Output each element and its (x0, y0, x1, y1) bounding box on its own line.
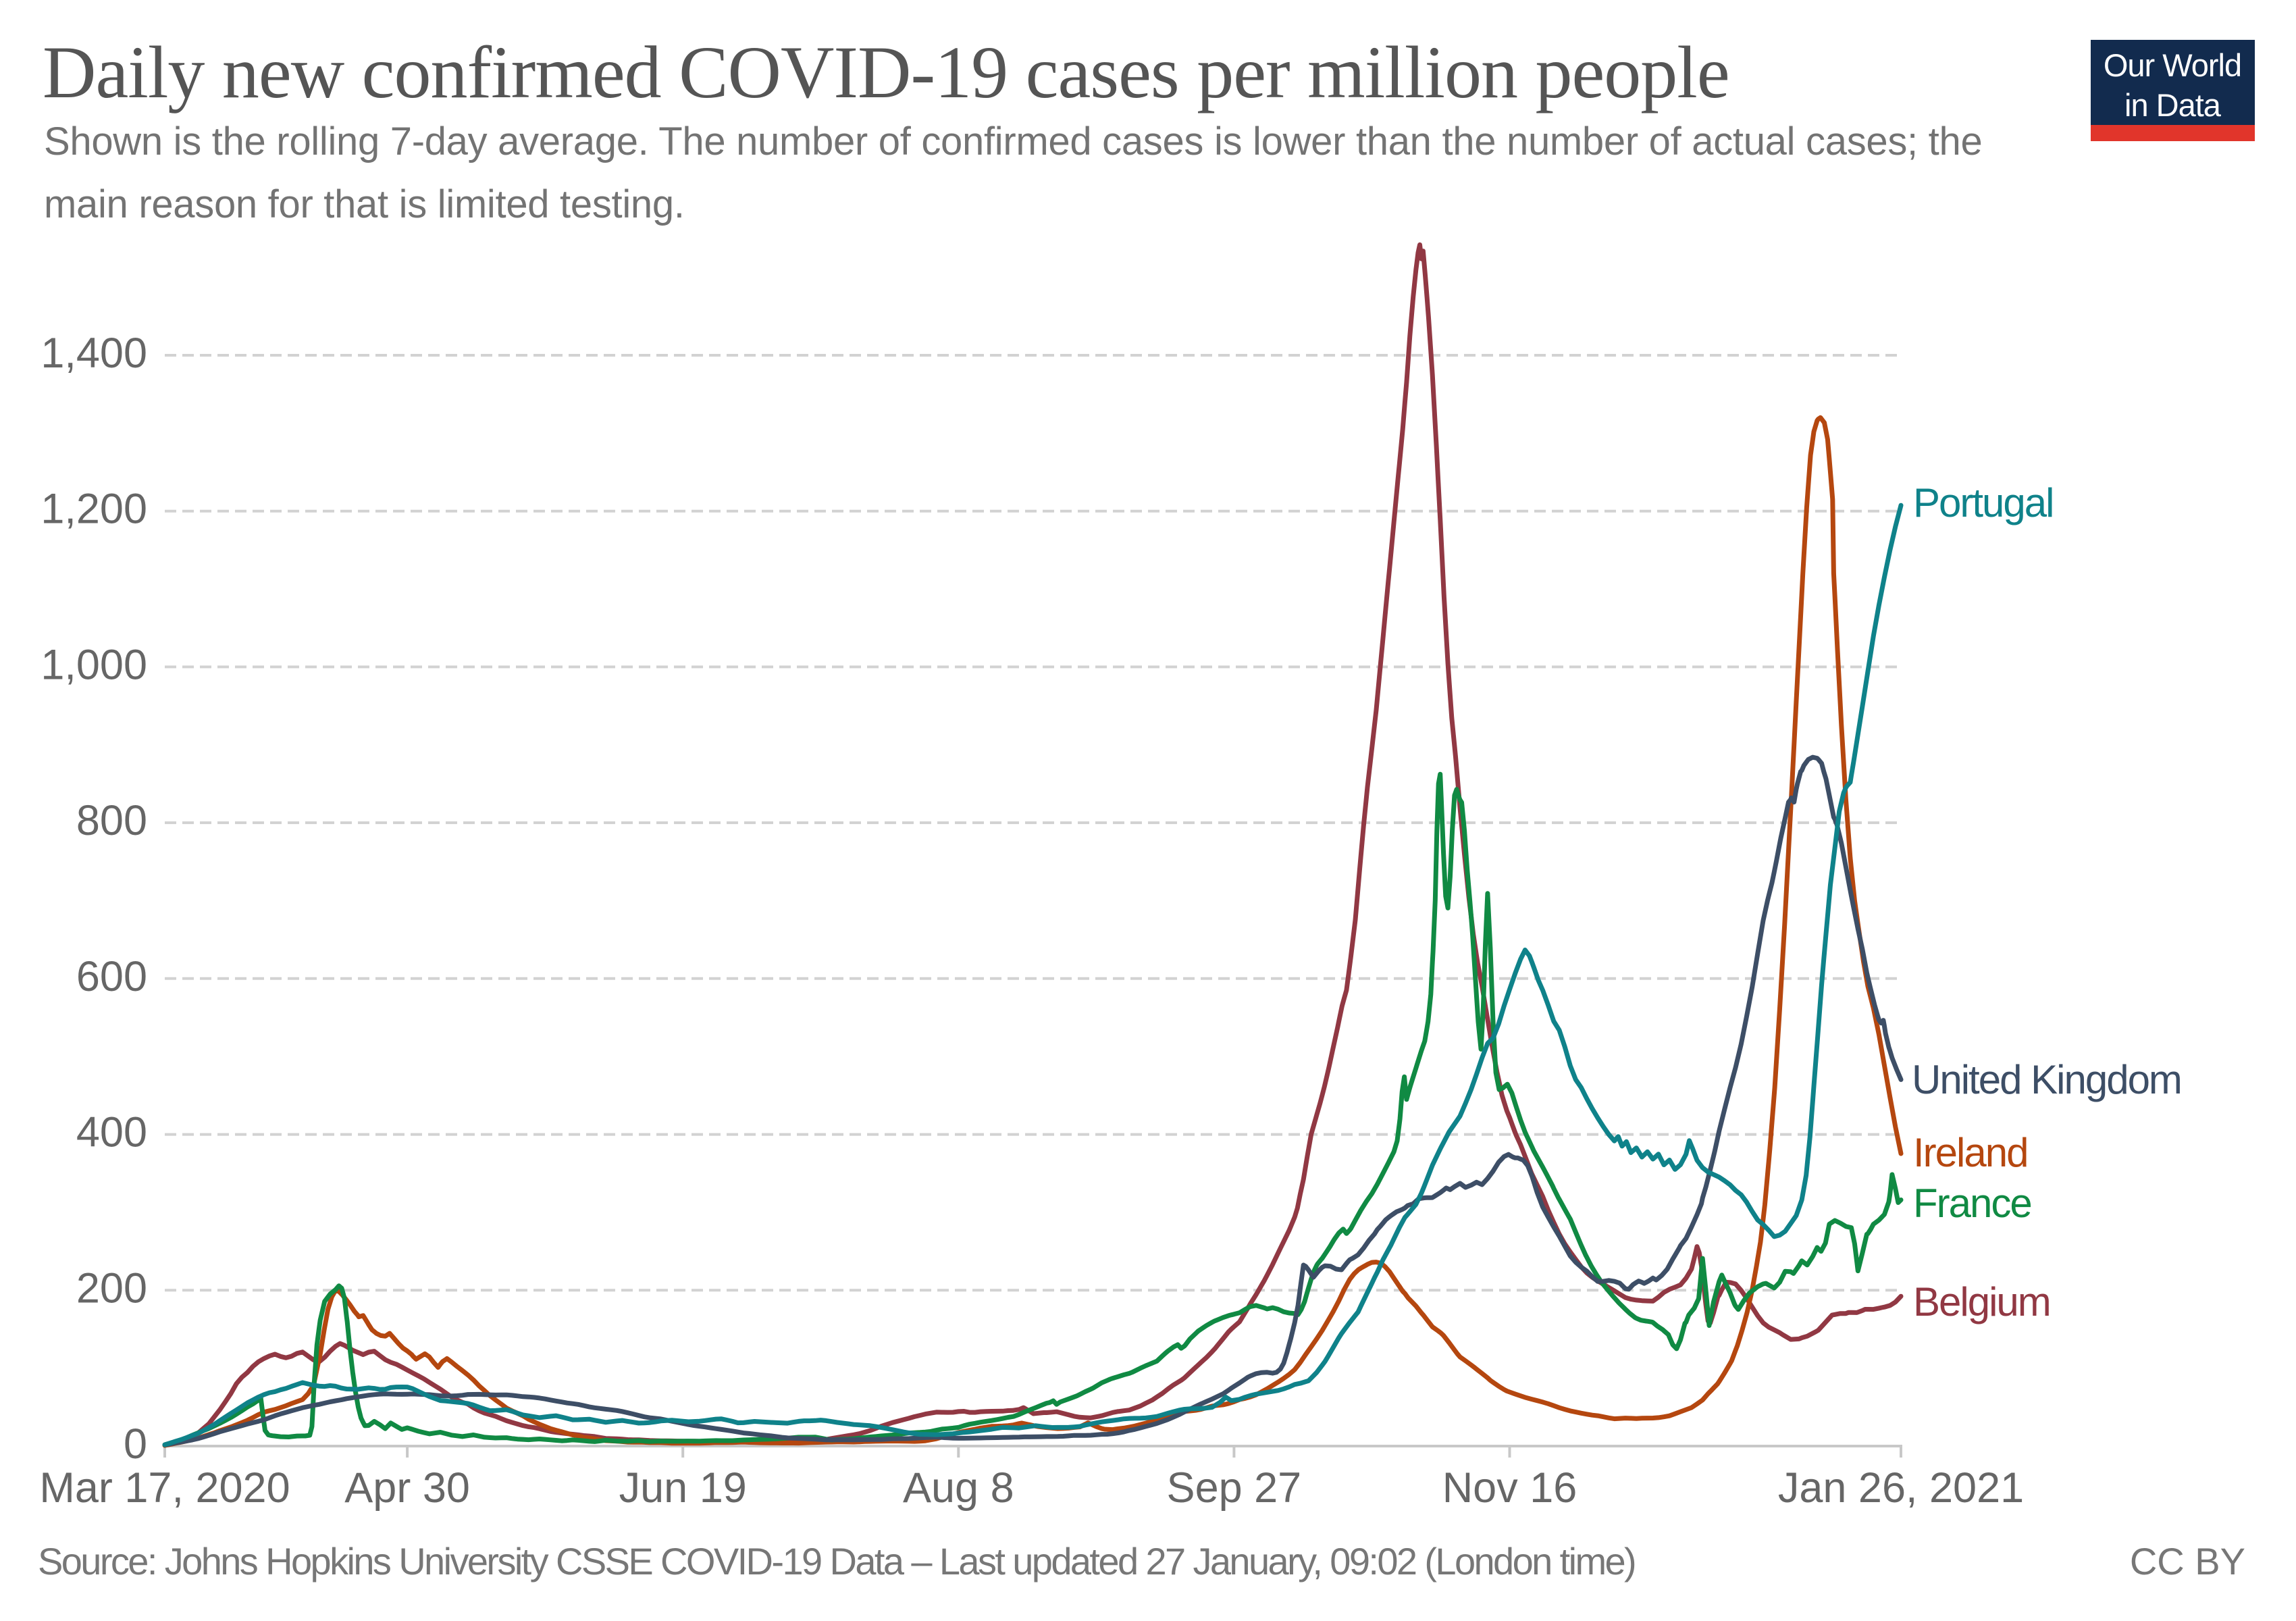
svg-text:200: 200 (76, 1264, 147, 1312)
svg-text:Sep 27: Sep 27 (1167, 1464, 1302, 1512)
svg-text:main reason for that is limite: main reason for that is limited testing. (44, 182, 685, 226)
svg-text:Daily new confirmed COVID-19 c: Daily new confirmed COVID-19 cases per m… (43, 31, 1729, 113)
svg-text:Jun 19: Jun 19 (619, 1464, 747, 1512)
svg-text:Nov 16: Nov 16 (1442, 1464, 1577, 1512)
svg-text:400: 400 (76, 1109, 147, 1156)
svg-text:1,200: 1,200 (41, 486, 147, 533)
svg-text:Ireland: Ireland (1913, 1130, 2027, 1175)
svg-text:France: France (1913, 1181, 2031, 1226)
svg-text:Jan 26, 2021: Jan 26, 2021 (1778, 1464, 2024, 1512)
svg-text:Apr 30: Apr 30 (344, 1464, 470, 1512)
svg-text:800: 800 (76, 797, 147, 844)
svg-text:600: 600 (76, 953, 147, 1000)
svg-text:Portugal: Portugal (1913, 480, 2053, 525)
svg-text:in Data: in Data (2124, 87, 2222, 123)
svg-text:Source: Johns Hopkins Universi: Source: Johns Hopkins University CSSE CO… (38, 1540, 1635, 1583)
svg-text:1,400: 1,400 (41, 330, 147, 377)
svg-text:Mar 17, 2020: Mar 17, 2020 (39, 1464, 290, 1512)
svg-text:Aug 8: Aug 8 (903, 1464, 1014, 1512)
svg-text:United Kingdom: United Kingdom (1912, 1057, 2181, 1102)
svg-text:Belgium: Belgium (1913, 1279, 2050, 1324)
svg-text:0: 0 (124, 1420, 147, 1468)
svg-text:1,000: 1,000 (41, 641, 147, 688)
svg-text:Our World: Our World (2104, 47, 2241, 83)
svg-text:CC BY: CC BY (2130, 1540, 2245, 1583)
svg-text:Shown is the rolling 7-day ave: Shown is the rolling 7-day average. The … (44, 120, 1982, 163)
